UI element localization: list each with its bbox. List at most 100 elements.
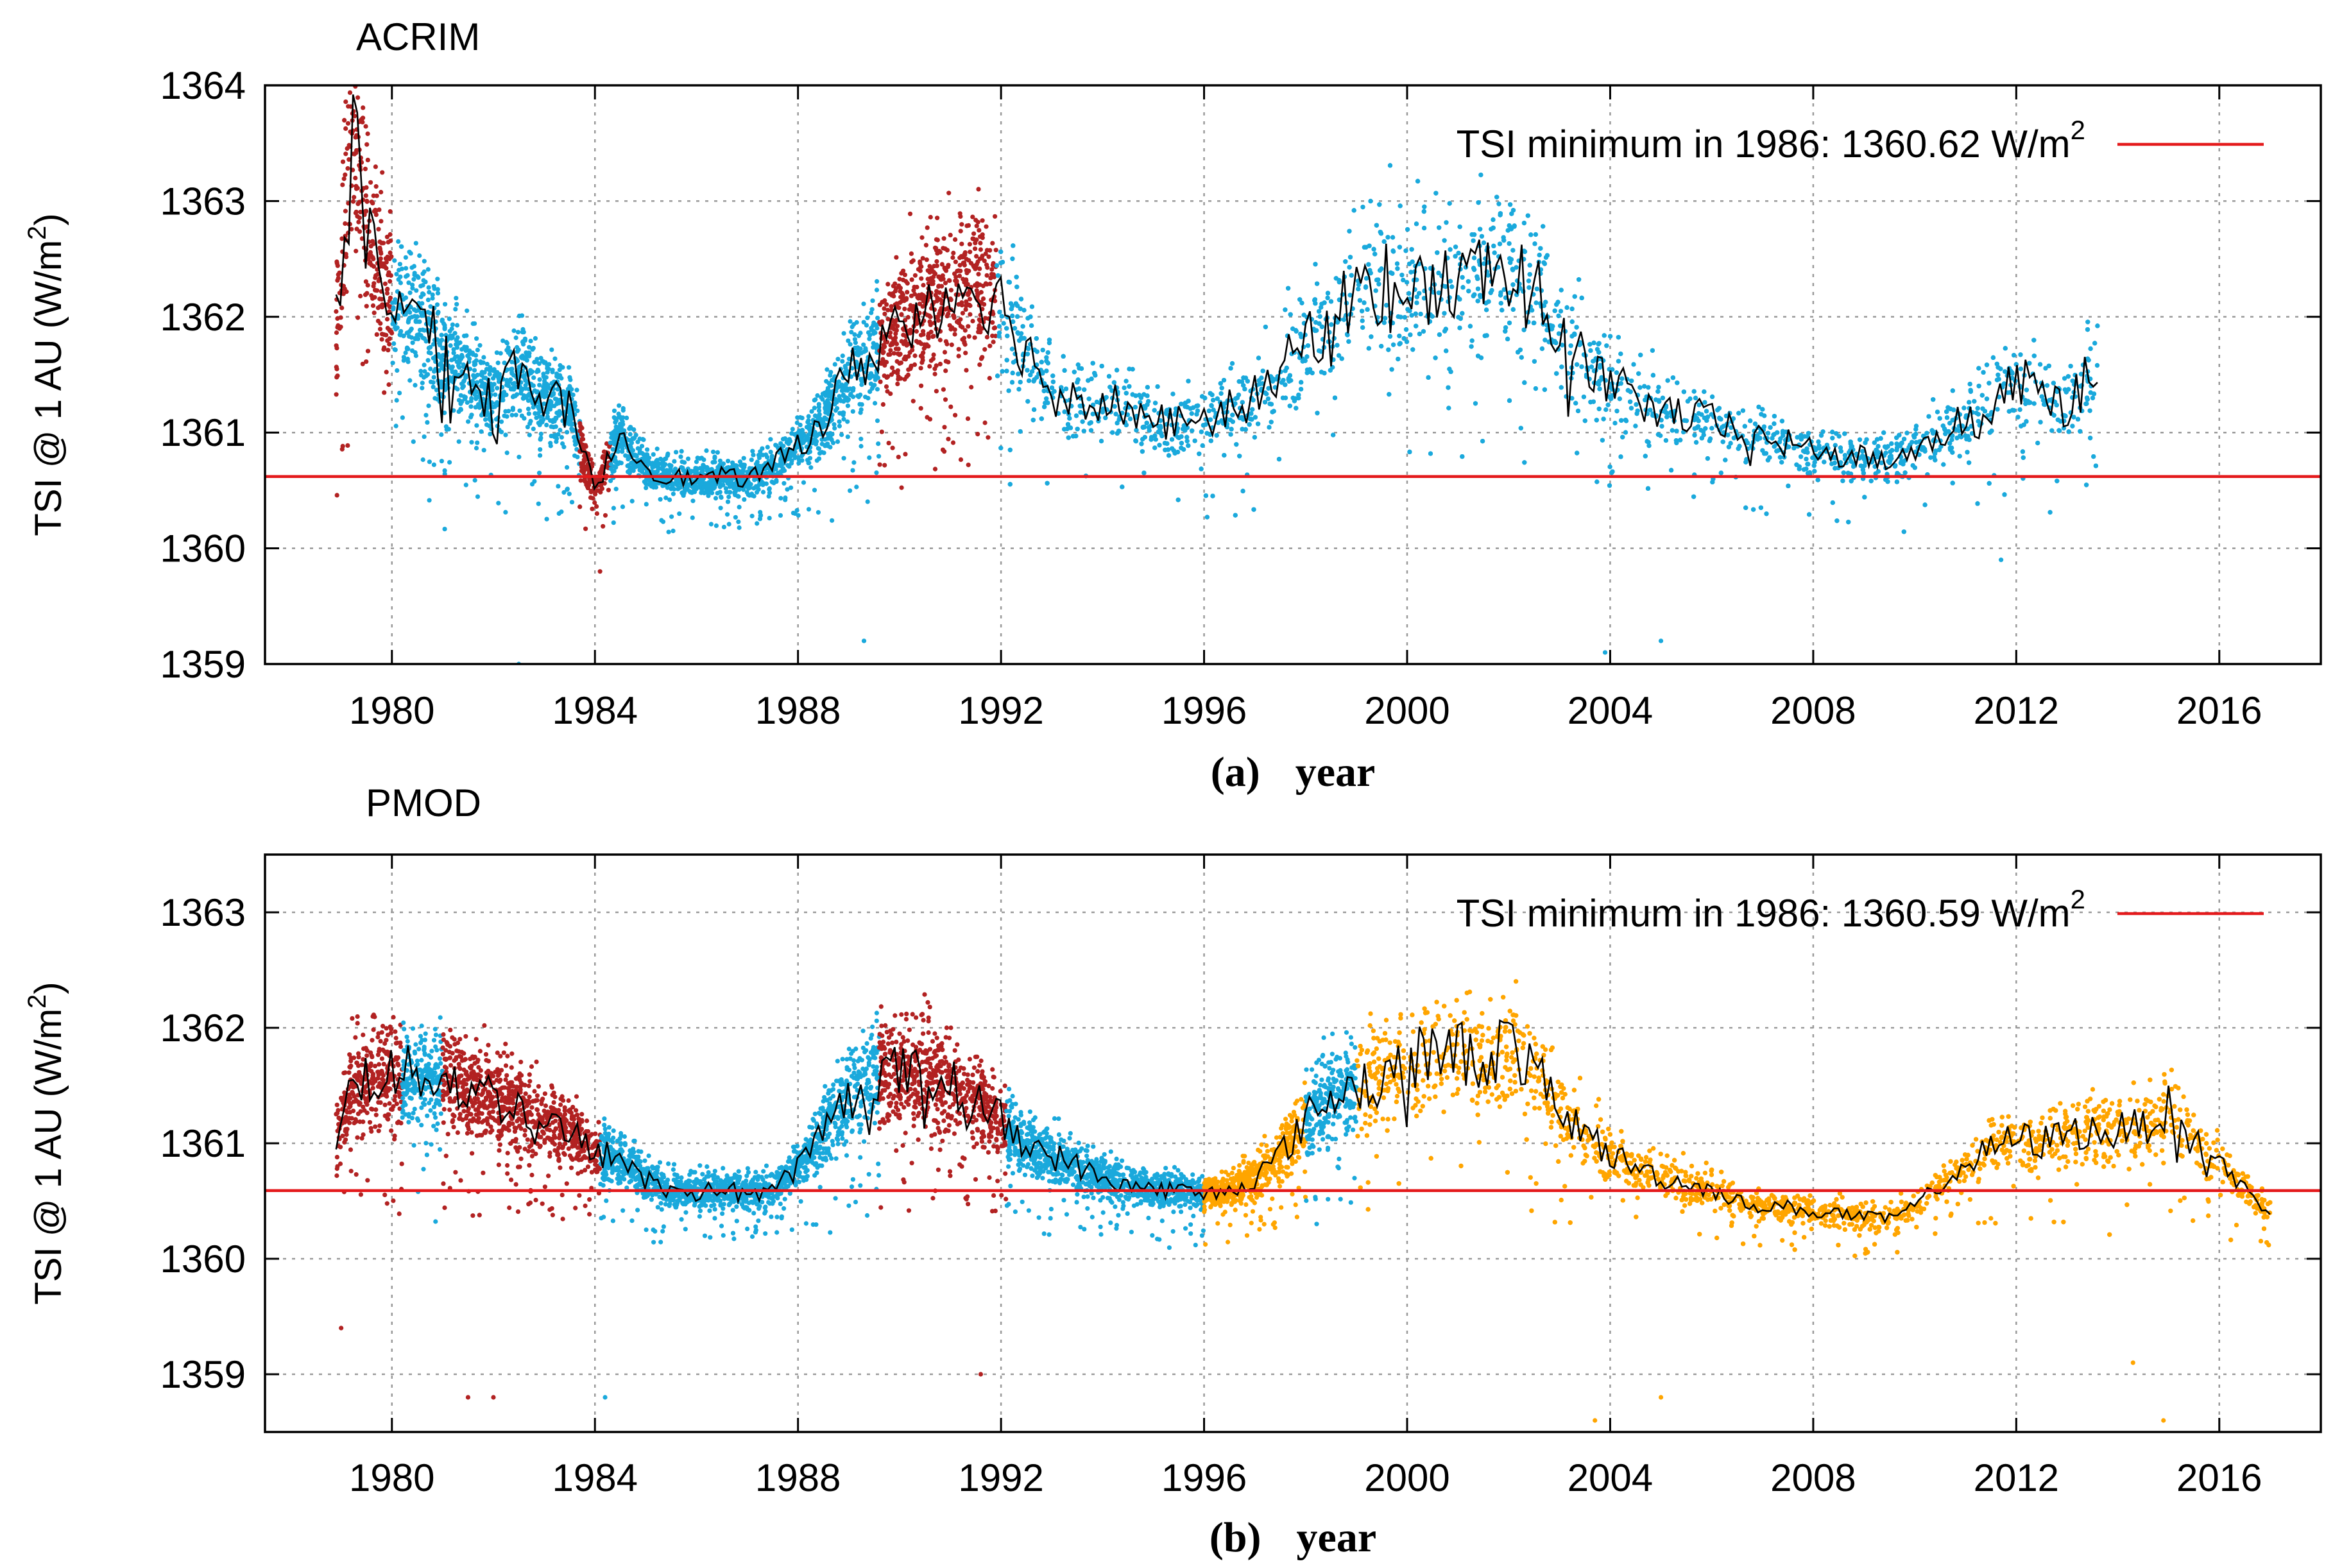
data-point (534, 415, 539, 420)
data-point (894, 255, 899, 260)
data-point (565, 487, 570, 492)
data-point (374, 332, 379, 337)
data-point (382, 281, 388, 286)
data-point (434, 302, 440, 307)
data-point (379, 332, 385, 337)
data-point (993, 248, 998, 253)
data-point (858, 392, 863, 398)
data-point (336, 276, 341, 281)
data-point (977, 323, 982, 328)
data-point (420, 457, 425, 463)
data-point (557, 367, 562, 373)
data-point (907, 211, 913, 216)
data-point (546, 366, 551, 371)
data-point (567, 375, 572, 380)
data-point (942, 425, 947, 430)
data-point (538, 437, 543, 442)
data-point (488, 368, 493, 373)
data-point (671, 491, 676, 497)
data-point (426, 285, 431, 290)
data-point (392, 258, 397, 263)
data-point (918, 405, 923, 411)
data-point (336, 323, 341, 328)
data-point (935, 251, 940, 256)
data-point (493, 392, 498, 397)
data-point (925, 225, 930, 230)
data-point (343, 221, 348, 226)
data-point (666, 529, 671, 534)
data-point (410, 282, 415, 287)
data-point (964, 368, 969, 373)
data-point (851, 460, 857, 465)
data-point (946, 436, 951, 441)
data-point (978, 241, 983, 246)
data-point (425, 297, 431, 302)
data-point (878, 379, 883, 384)
data-point (407, 290, 413, 295)
data-point (751, 452, 756, 457)
data-point (805, 437, 810, 442)
data-point (748, 485, 753, 490)
series-red-segment (877, 187, 998, 490)
data-point (907, 350, 912, 355)
data-point (334, 392, 339, 397)
data-point (717, 484, 722, 490)
data-point (975, 219, 980, 225)
data-point (765, 445, 770, 450)
data-point (538, 431, 543, 436)
data-point (947, 278, 952, 283)
data-point (928, 358, 934, 363)
data-point (849, 330, 854, 335)
data-point (545, 410, 550, 416)
data-point (465, 308, 470, 313)
data-point (411, 264, 417, 269)
data-point (710, 460, 715, 465)
data-point (519, 313, 525, 318)
data-point (746, 492, 751, 497)
data-point (780, 468, 785, 474)
data-point (882, 311, 887, 316)
data-point (953, 413, 958, 418)
data-point (431, 342, 436, 347)
data-point (620, 408, 626, 413)
data-point (503, 432, 508, 438)
data-point (530, 383, 535, 388)
data-point (556, 375, 561, 380)
data-point (472, 321, 477, 326)
data-point (948, 404, 953, 409)
data-point (987, 343, 993, 348)
data-point (952, 271, 957, 277)
data-point (524, 351, 529, 356)
data-point (868, 332, 873, 338)
data-point (459, 346, 465, 352)
data-point (418, 368, 423, 374)
data-point (377, 246, 383, 251)
data-point (963, 307, 968, 312)
data-point (918, 268, 923, 273)
data-point (984, 262, 989, 268)
data-point (921, 293, 926, 298)
data-point (807, 422, 812, 427)
data-point (889, 365, 895, 370)
data-point (372, 311, 377, 316)
data-point (958, 214, 963, 219)
data-point (901, 332, 906, 337)
data-point (342, 117, 347, 123)
data-point (370, 239, 375, 244)
data-point (385, 338, 390, 343)
data-point (343, 172, 348, 177)
data-point (390, 300, 395, 305)
data-point (841, 387, 846, 392)
data-point (375, 305, 380, 311)
data-point (334, 260, 339, 266)
data-point (387, 256, 392, 262)
data-point (365, 157, 370, 162)
data-point (536, 470, 542, 475)
data-point (991, 339, 996, 345)
data-point (975, 291, 980, 296)
data-point (483, 417, 488, 422)
data-point (937, 361, 943, 367)
data-point (358, 72, 363, 77)
data-point (983, 281, 988, 286)
data-point (877, 462, 882, 467)
